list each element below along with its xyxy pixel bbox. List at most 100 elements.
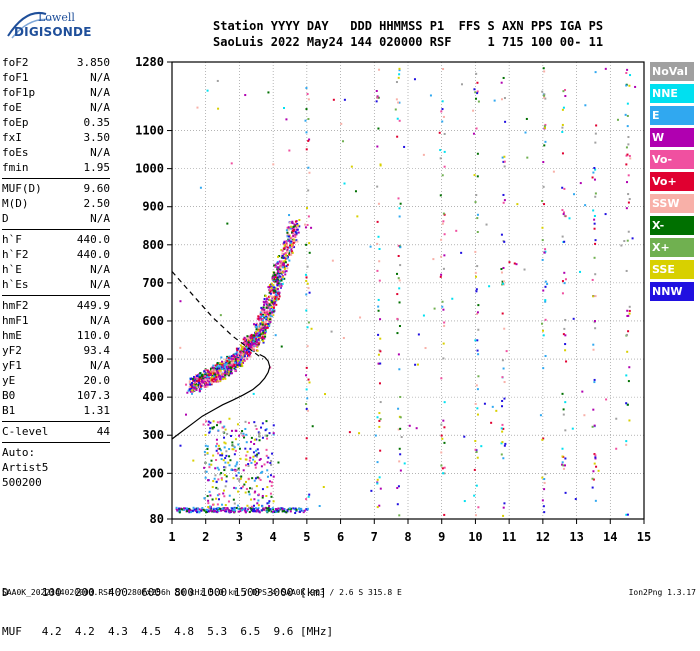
echo-dot: [248, 511, 251, 514]
echo-dot: [542, 289, 545, 292]
echo-dot: [292, 225, 295, 228]
param-name: fmin: [2, 161, 29, 174]
echo-dot: [597, 469, 600, 472]
echo-dot: [222, 376, 225, 379]
echo-dot: [240, 358, 243, 361]
echo-dot: [501, 359, 504, 362]
echo-dot: [416, 363, 419, 366]
echo-dot: [291, 246, 294, 249]
echo-dot: [625, 84, 628, 87]
echo-dot: [206, 375, 209, 378]
echo-dot: [286, 235, 289, 238]
echo-dot: [275, 510, 278, 513]
echo-dot: [266, 310, 269, 313]
echo-dot: [396, 293, 399, 296]
echo-dot: [503, 97, 506, 100]
echo-dot: [501, 156, 504, 159]
echo-dot: [628, 312, 631, 315]
echo-dot: [221, 454, 224, 457]
echo-dot: [443, 165, 446, 168]
echo-dot: [231, 441, 234, 444]
echo-dot: [257, 452, 260, 455]
echo-dot: [564, 318, 567, 321]
echo-dot: [257, 336, 260, 339]
echo-dot: [627, 380, 630, 383]
echo-dot: [237, 362, 240, 365]
echo-dot: [197, 383, 200, 386]
echo-dot: [215, 480, 218, 483]
echo-dot: [629, 74, 632, 77]
echo-dot: [205, 376, 208, 379]
echo-dot: [238, 447, 241, 450]
muf-row-distance: D 100 200 400 600 800 1000 1500 3000 [km…: [2, 586, 327, 599]
echo-dot: [305, 366, 308, 369]
echo-dot: [196, 377, 199, 380]
echo-dot: [255, 345, 258, 348]
echo-dot: [220, 472, 223, 475]
echo-dot: [208, 431, 211, 434]
echo-dot: [624, 113, 627, 116]
echo-dot: [253, 337, 256, 340]
echo-dot: [592, 209, 595, 212]
echo-dot: [543, 481, 546, 484]
echo-dot: [204, 444, 207, 447]
echo-dot: [305, 407, 308, 410]
echo-dot: [255, 341, 258, 344]
echo-dot: [273, 510, 276, 513]
echo-dot: [440, 377, 443, 380]
echo-dot: [274, 265, 277, 268]
echo-dot: [398, 287, 401, 290]
echo-dot: [215, 449, 218, 452]
echo-dot: [473, 468, 476, 471]
echo-dot: [472, 109, 475, 112]
echo-dot: [278, 280, 281, 283]
echo-dot: [253, 438, 256, 441]
echo-dot: [207, 375, 210, 378]
echo-dot: [212, 426, 215, 429]
echo-dot: [476, 231, 479, 234]
echo-dot: [286, 250, 289, 253]
echo-dot: [277, 266, 280, 269]
echo-dot: [223, 360, 226, 363]
echo-dot: [203, 450, 206, 453]
echo-dot: [397, 254, 400, 257]
echo-dot: [443, 466, 446, 469]
echo-dot: [192, 383, 195, 386]
echo-dot: [221, 452, 224, 455]
auto-scaling-info: Auto:: [2, 446, 36, 459]
echo-dot: [282, 253, 285, 256]
echo-dot: [397, 428, 400, 431]
echo-dot: [318, 504, 321, 507]
echo-dot: [474, 271, 477, 274]
echo-dot: [263, 308, 266, 311]
echo-dot: [194, 376, 197, 379]
echo-dot: [225, 450, 228, 453]
echo-dot: [397, 485, 400, 488]
echo-dot: [263, 311, 266, 314]
echo-dot: [475, 451, 478, 454]
echo-dot: [239, 457, 242, 460]
echo-dot: [288, 239, 291, 242]
echo-dot: [191, 509, 194, 512]
echo-dot: [239, 356, 242, 359]
echo-dot: [226, 222, 229, 225]
echo-dot: [240, 365, 243, 368]
echo-dot: [259, 333, 262, 336]
echo-dot: [200, 380, 203, 383]
echo-dot: [175, 507, 178, 510]
echo-dot: [244, 511, 247, 514]
echo-dot: [593, 218, 596, 221]
echo-dot: [266, 326, 269, 329]
echo-dot: [252, 334, 255, 337]
echo-dot: [246, 504, 249, 507]
echo-dot: [593, 320, 596, 323]
echo-dot: [422, 314, 425, 317]
echo-dot: [305, 498, 308, 501]
echo-dot: [561, 186, 564, 189]
y-tick-label: 400: [142, 390, 164, 404]
echo-dot: [379, 487, 382, 490]
echo-dot: [502, 506, 505, 509]
param-name: B1: [2, 404, 16, 417]
echo-dot: [300, 507, 303, 510]
echo-dot: [232, 509, 235, 512]
